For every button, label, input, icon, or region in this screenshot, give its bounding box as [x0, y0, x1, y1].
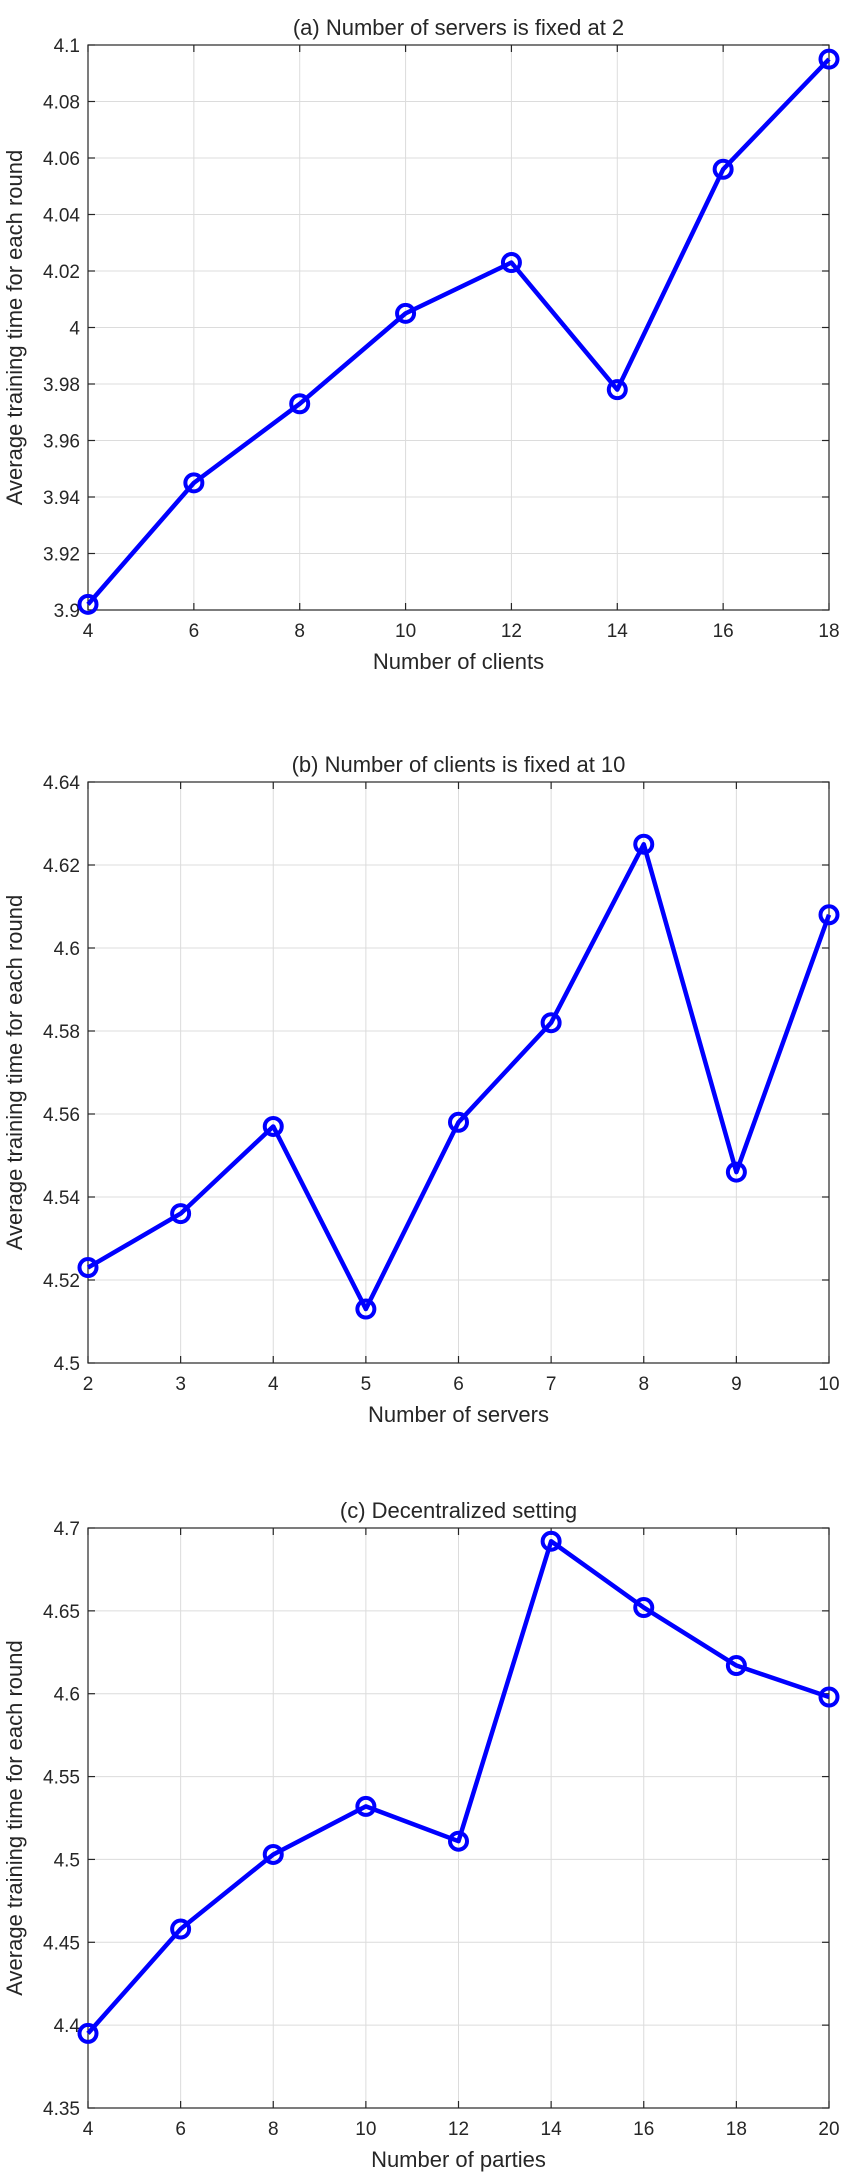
- y-tick-label: 4.4: [54, 2016, 81, 2037]
- data-point: [818, 1686, 840, 1708]
- data-point: [77, 593, 99, 615]
- x-tick-label: 6: [175, 2119, 186, 2140]
- data-point: [77, 1257, 99, 1279]
- data-point: [289, 393, 311, 415]
- chart-title: (b) Number of clients is fixed at 10: [292, 752, 626, 777]
- x-tick-label: 5: [361, 1374, 372, 1395]
- y-tick-label: 4.1: [54, 36, 80, 57]
- data-point: [818, 904, 840, 926]
- x-tick-label: 4: [83, 2119, 94, 2140]
- data-point: [262, 1843, 284, 1865]
- data-point: [633, 1597, 655, 1619]
- y-tick-label: 3.98: [43, 375, 80, 396]
- y-axis-label: Average training time for each round: [2, 150, 27, 505]
- y-tick-label: 4.06: [43, 149, 80, 170]
- y-tick-label: 4.7: [54, 1519, 80, 1540]
- x-tick-label: 9: [731, 1374, 742, 1395]
- chart-panel-2: 2 3 4 5 6 7 8 9 10 4.5 4.52 4.54 4.56 4.58 4.6 4.62 4.64…: [2, 752, 840, 1427]
- x-tick-label: 16: [633, 2119, 654, 2140]
- y-tick-label: 3.94: [43, 488, 80, 509]
- x-tick-label: 8: [638, 1374, 649, 1395]
- y-tick-label: 4.58: [43, 1022, 80, 1043]
- data-point: [633, 833, 655, 855]
- x-tick-label: 6: [453, 1374, 464, 1395]
- data-point: [725, 1655, 747, 1677]
- data-point: [606, 379, 628, 401]
- x-tick-label: 8: [268, 2119, 279, 2140]
- data-point: [500, 252, 522, 274]
- data-point: [448, 1111, 469, 1133]
- chart-title: (c) Decentralized setting: [340, 1498, 577, 1523]
- x-tick-label: 4: [83, 621, 94, 642]
- y-tick-label: 4.5: [54, 1850, 80, 1871]
- y-tick-label: 4.52: [43, 1271, 80, 1292]
- x-tick-label: 7: [546, 1374, 557, 1395]
- x-tick-label: 12: [501, 621, 522, 642]
- x-tick-label: 3: [175, 1374, 186, 1395]
- y-tick-label: 4.6: [54, 939, 80, 960]
- data-point: [395, 302, 417, 324]
- x-tick-label: 14: [541, 2119, 563, 2140]
- series-line: [86, 57, 831, 606]
- y-tick-label: 4.08: [43, 93, 80, 114]
- y-tick-label: 3.96: [43, 432, 80, 453]
- x-tick-label: 10: [818, 1374, 839, 1395]
- y-tick-label: 4.02: [43, 262, 80, 283]
- y-tick-label: 4.54: [43, 1188, 80, 1209]
- x-tick-label: 10: [355, 2119, 376, 2140]
- y-tick-label: 3.9: [54, 601, 80, 622]
- data-point: [77, 2022, 99, 2044]
- y-tick-label: 4.5: [54, 1354, 80, 1375]
- x-tick-label: 10: [395, 621, 416, 642]
- y-tick-label: 4: [69, 319, 80, 340]
- series-line: [86, 842, 832, 1312]
- data-point: [262, 1115, 284, 1137]
- y-axis-label: Average training time for each round: [2, 895, 27, 1250]
- x-tick-label: 4: [268, 1374, 279, 1395]
- x-tick-label: 16: [713, 621, 734, 642]
- data-point: [712, 158, 734, 180]
- data-point: [170, 1918, 192, 1940]
- data-point: [170, 1203, 192, 1225]
- x-axis-label: Number of clients: [373, 649, 544, 674]
- y-tick-label: 4.35: [43, 2099, 80, 2120]
- y-tick-label: 4.04: [43, 206, 80, 227]
- data-point: [355, 1795, 377, 1817]
- x-tick-label: 18: [726, 2119, 747, 2140]
- data-point: [355, 1298, 377, 1320]
- chart-panel-1: 4 6 8 10 12 14 16 18 3.9 3.92 3.94 3.96 3.98 4 4.02 4.0…: [2, 15, 840, 674]
- data-point: [818, 48, 840, 70]
- y-tick-label: 4.55: [43, 1768, 80, 1789]
- x-tick-label: 2: [83, 1374, 94, 1395]
- data-point: [183, 472, 205, 494]
- y-tick-label: 3.92: [43, 545, 80, 566]
- x-tick-label: 12: [448, 2119, 469, 2140]
- data-point: [448, 1830, 469, 1852]
- chart-title: (a) Number of servers is fixed at 2: [293, 15, 624, 40]
- x-tick-label: 14: [607, 621, 629, 642]
- y-tick-label: 4.56: [43, 1105, 80, 1126]
- x-tick-label: 18: [818, 621, 839, 642]
- y-axis-label: Average training time for each round: [2, 1640, 27, 1995]
- y-tick-label: 4.6: [54, 1685, 80, 1706]
- y-tick-label: 4.62: [43, 856, 80, 877]
- x-tick-label: 20: [818, 2119, 839, 2140]
- x-axis-label: Number of servers: [368, 1402, 549, 1427]
- data-point: [725, 1161, 747, 1183]
- y-tick-label: 4.65: [43, 1602, 80, 1623]
- data-point: [540, 1012, 562, 1034]
- chart-panel-3: 4 6 8 10 12 14 16 18 20 4.35 4.4 4.45 4.5 4.55 4.6 4.65…: [2, 1498, 840, 2172]
- x-tick-label: 8: [294, 621, 305, 642]
- x-tick-label: 6: [189, 621, 200, 642]
- x-axis-label: Number of parties: [371, 2147, 546, 2172]
- y-tick-label: 4.64: [43, 773, 80, 794]
- y-tick-label: 4.45: [43, 1933, 80, 1954]
- data-point: [540, 1530, 562, 1552]
- series-line: [86, 1539, 830, 2035]
